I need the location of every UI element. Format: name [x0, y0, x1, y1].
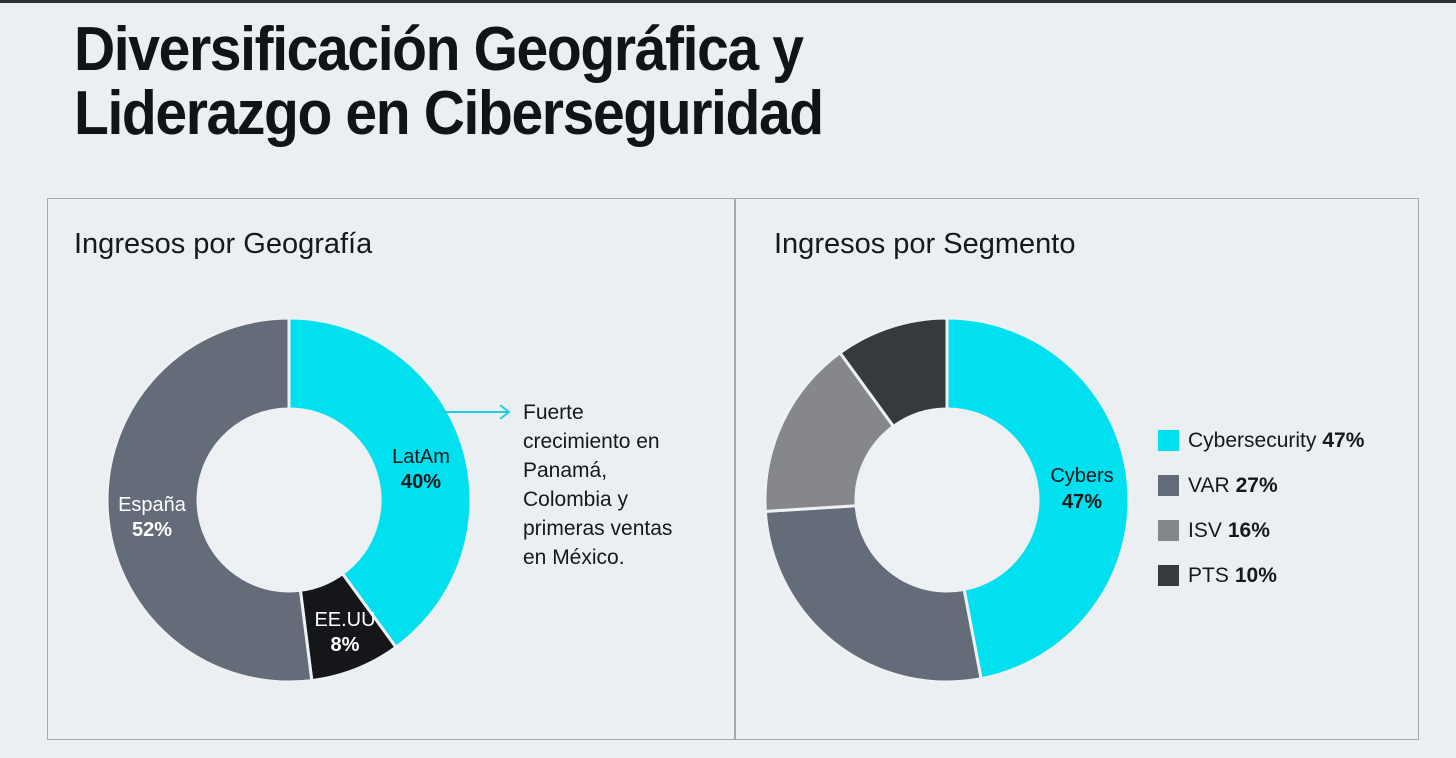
annotation-line: Panamá, [523, 459, 608, 482]
label-latam: LatAm 40% [376, 445, 466, 495]
title-line-2: Liderazgo en Ciberseguridad [74, 79, 824, 148]
label-spain-pct: 52% [131, 519, 173, 541]
label-latam-pct: 40% [400, 471, 442, 493]
title-line-1: Diversificación Geográfica y [74, 15, 804, 84]
annotation-line: Colombia y [523, 488, 629, 511]
swatch-icon [1158, 475, 1179, 496]
label-cyber-name: Cybers [1050, 465, 1114, 487]
swatch-icon [1158, 430, 1179, 451]
top-border [0, 0, 1456, 3]
legend-pct: 27% [1235, 473, 1278, 497]
slice-pts[interactable] [837, 316, 949, 429]
legend-label: VAR [1188, 473, 1230, 497]
legend-pct: 10% [1234, 563, 1277, 587]
legend-item-isv[interactable]: ISV 16% [1158, 508, 1364, 553]
slice-isv[interactable] [763, 350, 896, 514]
legend-item-var[interactable]: VAR 27% [1158, 463, 1364, 508]
slice-var[interactable] [763, 504, 983, 684]
swatch-icon [1158, 520, 1179, 541]
geography-panel-title: Ingresos por Geografía [74, 228, 373, 260]
slice-spain[interactable] [105, 316, 314, 684]
panel-divider [734, 198, 736, 740]
page-title: Diversificación Geográfica y Liderazgo e… [74, 15, 824, 148]
label-cybersecurity: Cybers 47% [1036, 463, 1128, 515]
legend-label: Cybersecurity [1188, 428, 1317, 452]
donut-hole [200, 411, 378, 589]
annotation-line: en México. [523, 546, 625, 569]
swatch-icon [1158, 565, 1179, 586]
label-usa-pct: 8% [330, 634, 360, 656]
annotation-line: Fuerte [523, 401, 584, 424]
legend-label: ISV [1188, 518, 1222, 542]
legend-item-pts[interactable]: PTS 10% [1158, 553, 1364, 598]
segment-legend: Cybersecurity 47% VAR 27% ISV 16% PTS 10… [1158, 418, 1364, 598]
label-spain: España 52% [104, 493, 200, 543]
arrow-right-icon [440, 404, 511, 420]
legend-label: PTS [1188, 563, 1229, 587]
annotation-line: primeras ventas [523, 517, 673, 540]
annotation-line: crecimiento en [523, 430, 660, 453]
label-usa-name: EE.UU [314, 609, 376, 631]
segment-panel-title: Ingresos por Segmento [774, 228, 1076, 260]
slice-cybersecurity[interactable] [945, 316, 1131, 681]
label-latam-name: LatAm [392, 446, 450, 468]
label-cyber-pct: 47% [1061, 491, 1103, 513]
legend-pct: 16% [1227, 518, 1270, 542]
legend-item-cybersecurity[interactable]: Cybersecurity 47% [1158, 418, 1364, 463]
legend-pct: 47% [1322, 428, 1365, 452]
label-spain-name: España [118, 494, 186, 516]
donut-hole [858, 411, 1036, 589]
charts-frame [47, 198, 1419, 740]
latam-annotation: Fuerte crecimiento en Panamá, Colombia y… [523, 398, 723, 572]
slice-latam[interactable] [287, 316, 473, 650]
label-usa: EE.UU 8% [305, 608, 385, 658]
